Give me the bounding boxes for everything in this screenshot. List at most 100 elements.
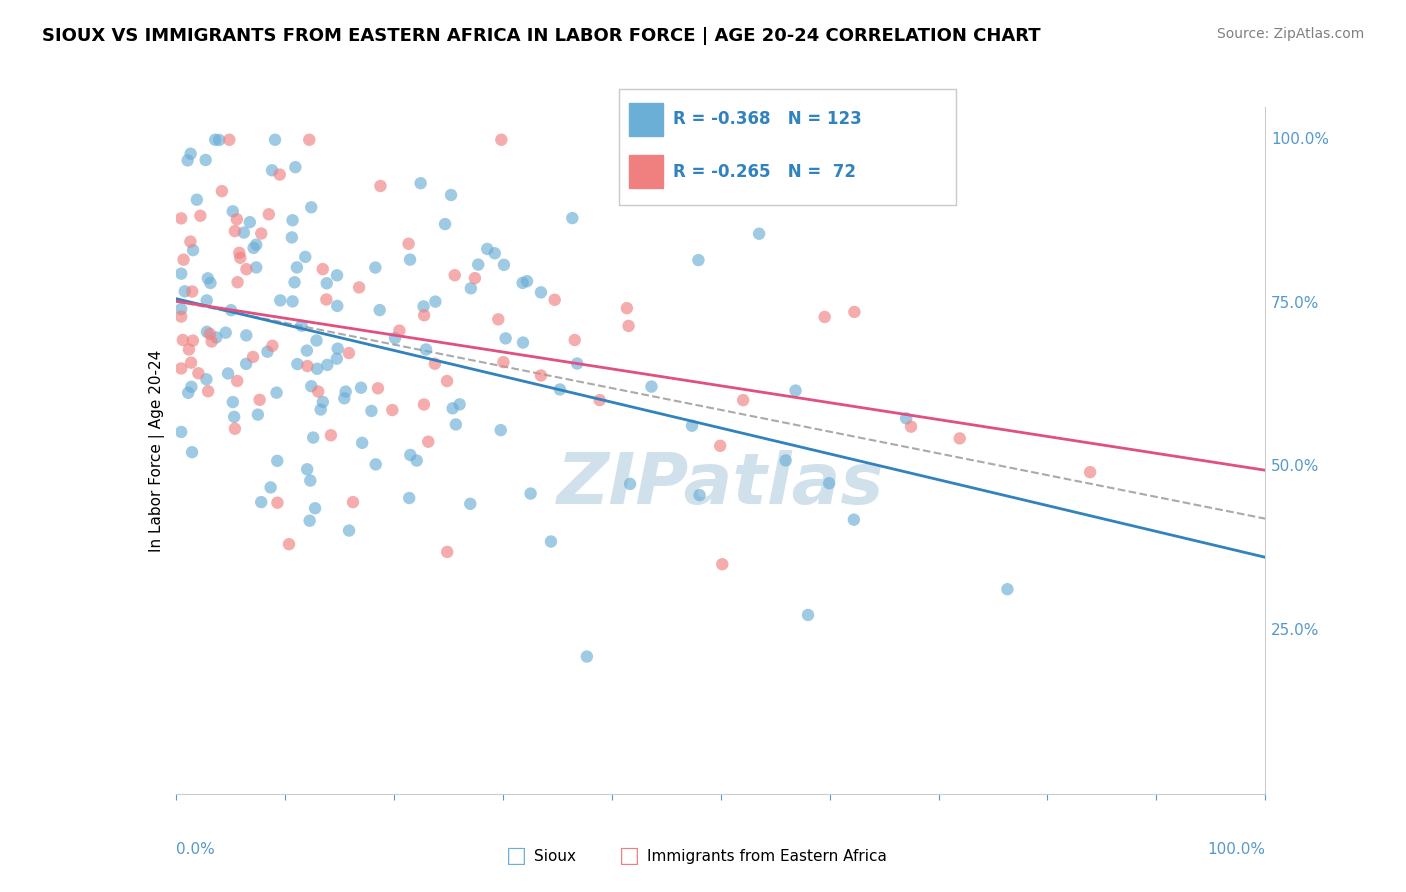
Point <box>492 355 515 369</box>
Point <box>204 133 226 147</box>
Point <box>259 480 281 494</box>
Point <box>413 397 436 411</box>
Point <box>290 318 312 333</box>
Point <box>249 392 271 407</box>
Point <box>226 275 249 289</box>
Point <box>281 213 304 227</box>
Point <box>326 299 349 313</box>
Point <box>489 423 512 437</box>
Point <box>246 408 269 422</box>
Point <box>198 326 221 341</box>
Point <box>575 649 598 664</box>
Point <box>278 537 301 551</box>
Point <box>287 357 309 371</box>
Point <box>269 293 291 308</box>
Point <box>399 448 422 462</box>
Point <box>495 331 517 345</box>
Point <box>225 212 247 227</box>
Point <box>312 262 335 277</box>
Point <box>589 393 612 408</box>
Point <box>298 514 321 528</box>
Point <box>436 545 458 559</box>
Y-axis label: In Labor Force | Age 20-24: In Labor Force | Age 20-24 <box>149 350 165 551</box>
Point <box>228 245 250 260</box>
Point <box>170 302 193 317</box>
Point <box>208 133 231 147</box>
Point <box>250 227 273 241</box>
Point <box>179 235 201 249</box>
Point <box>548 383 571 397</box>
Point <box>464 271 486 285</box>
Point <box>242 241 264 255</box>
Point <box>205 330 228 344</box>
Point <box>173 252 195 267</box>
Text: R = -0.265   N =  72: R = -0.265 N = 72 <box>672 162 856 180</box>
Point <box>347 280 370 294</box>
Point <box>398 491 420 505</box>
Point <box>530 285 553 300</box>
Point <box>222 204 245 219</box>
Point <box>177 385 200 400</box>
Point <box>333 392 356 406</box>
Point <box>326 342 349 356</box>
Point <box>449 397 471 411</box>
Point <box>413 308 436 322</box>
Point <box>299 474 322 488</box>
Point <box>443 268 465 283</box>
Point <box>409 176 432 190</box>
Point <box>309 402 332 417</box>
Point <box>201 334 224 349</box>
Point <box>370 179 392 194</box>
Point <box>295 462 318 476</box>
Point <box>299 379 322 393</box>
Point <box>181 243 204 257</box>
Point <box>176 153 198 168</box>
Point <box>342 495 364 509</box>
Point <box>235 262 257 277</box>
Point <box>181 445 204 459</box>
Point <box>564 333 586 347</box>
Text: 0.0%: 0.0% <box>176 842 215 857</box>
Text: Immigrants from Eastern Africa: Immigrants from Eastern Africa <box>647 849 887 863</box>
Point <box>440 188 463 202</box>
Point <box>709 439 731 453</box>
Point <box>284 275 307 289</box>
Text: □: □ <box>506 847 527 866</box>
Point <box>229 251 252 265</box>
Point <box>224 422 246 436</box>
Text: Sioux: Sioux <box>534 849 576 863</box>
Point <box>444 417 467 432</box>
Point <box>260 163 283 178</box>
Text: 50.0%: 50.0% <box>1271 459 1319 475</box>
Point <box>298 133 321 147</box>
Point <box>211 184 233 198</box>
Point <box>219 303 242 318</box>
Point <box>350 381 373 395</box>
Point <box>384 331 406 345</box>
Point <box>368 303 391 318</box>
Point <box>226 374 249 388</box>
Point <box>256 344 278 359</box>
Point <box>245 237 267 252</box>
Point <box>842 513 865 527</box>
Point <box>281 294 304 309</box>
Point <box>681 418 703 433</box>
Point <box>565 357 588 371</box>
Point <box>297 359 319 373</box>
Point <box>262 339 284 353</box>
Point <box>264 133 287 147</box>
Point <box>844 305 866 319</box>
Point <box>250 495 273 509</box>
Point <box>173 285 195 299</box>
Point <box>285 260 308 275</box>
Text: SIOUX VS IMMIGRANTS FROM EASTERN AFRICA IN LABOR FORCE | AGE 20-24 CORRELATION C: SIOUX VS IMMIGRANTS FROM EASTERN AFRICA … <box>42 27 1040 45</box>
Point <box>997 582 1019 597</box>
Point <box>640 379 662 393</box>
Point <box>688 253 710 268</box>
Text: 25.0%: 25.0% <box>1271 623 1319 638</box>
Point <box>335 384 357 399</box>
Point <box>195 293 218 308</box>
Point <box>814 310 837 324</box>
Bar <box>628 155 662 188</box>
Point <box>170 211 193 226</box>
